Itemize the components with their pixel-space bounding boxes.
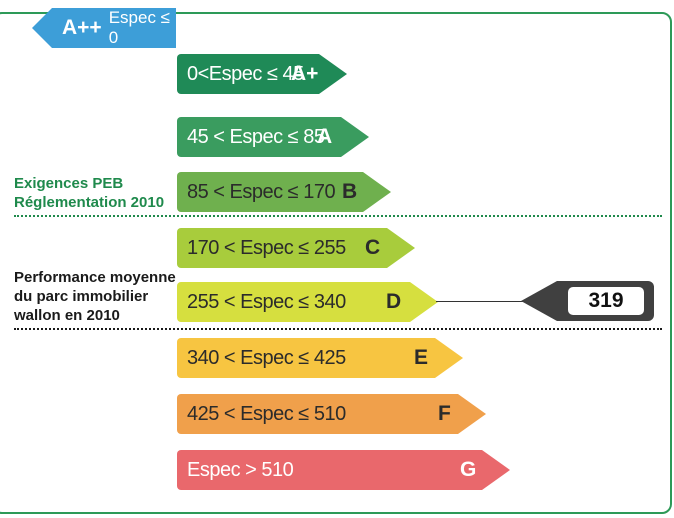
- class-a-plus-plus-arrow: A++ Espec ≤ 0: [32, 8, 176, 48]
- class-grade: F: [438, 402, 451, 425]
- class-bar-c: 170 < Espec ≤ 255 C: [177, 228, 415, 268]
- performance-divider: [14, 328, 662, 330]
- performance-label-line: wallon en 2010: [14, 307, 120, 324]
- class-grade: A: [317, 125, 333, 148]
- class-grade: B: [342, 180, 358, 203]
- exigences-divider: [14, 215, 662, 217]
- performance-label-line: du parc immobilier: [14, 288, 149, 305]
- class-range: Espec ≤ 0: [108, 8, 171, 47]
- class-range: 170 < Espec ≤ 255: [187, 236, 346, 259]
- class-range: Espec > 510: [187, 458, 294, 481]
- class-range: 255 < Espec ≤ 340: [187, 290, 346, 313]
- class-grade: D: [386, 290, 402, 313]
- class-grade: E: [414, 346, 429, 369]
- class-bar-d: 255 < Espec ≤ 340 D: [177, 282, 438, 322]
- class-bar-a-plus: 0<Espec ≤ 45 A+: [177, 54, 347, 94]
- class-grade: C: [365, 236, 381, 259]
- class-range: 425 < Espec ≤ 510: [187, 402, 346, 425]
- class-grade: A+: [291, 62, 319, 85]
- class-grade: A++: [62, 16, 102, 39]
- exigences-label-line: Réglementation 2010: [14, 194, 165, 211]
- average-performance-value: 319: [568, 287, 644, 315]
- performance-label-line: Performance moyenne: [14, 269, 176, 286]
- class-range: 0<Espec ≤ 45: [187, 62, 304, 85]
- class-range: 45 < Espec ≤ 85: [187, 125, 325, 148]
- class-bar-f: 425 < Espec ≤ 510 F: [177, 394, 486, 434]
- class-range: 85 < Espec ≤ 170: [187, 180, 336, 203]
- class-bar-b: 85 < Espec ≤ 170 B: [177, 172, 391, 212]
- exigences-label-line: Exigences PEB: [14, 175, 124, 192]
- marker-connector-line: [436, 301, 526, 302]
- class-bar-g: Espec > 510 G: [177, 450, 510, 490]
- class-range: 340 < Espec ≤ 425: [187, 346, 346, 369]
- exigences-label: Exigences PEB Réglementation 2010: [14, 174, 164, 212]
- performance-label: Performance moyenne du parc immobilier w…: [14, 268, 176, 325]
- class-bar-e: 340 < Espec ≤ 425 E: [177, 338, 463, 378]
- class-grade: G: [460, 458, 477, 481]
- class-bar-a: 45 < Espec ≤ 85 A: [177, 117, 369, 157]
